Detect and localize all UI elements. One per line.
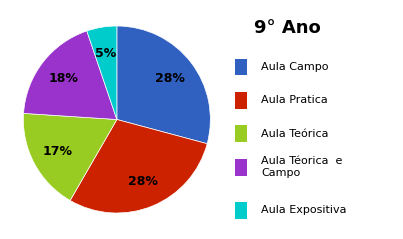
Text: 28%: 28%: [155, 72, 185, 85]
Text: Aula Expositiva: Aula Expositiva: [261, 205, 347, 215]
FancyBboxPatch shape: [235, 125, 247, 142]
FancyBboxPatch shape: [235, 159, 247, 176]
Text: Aula Teórica: Aula Teórica: [261, 129, 328, 139]
FancyBboxPatch shape: [235, 92, 247, 109]
Wedge shape: [23, 31, 117, 120]
Wedge shape: [23, 113, 117, 201]
Text: 18%: 18%: [48, 72, 79, 85]
Text: 28%: 28%: [128, 175, 158, 188]
Text: Aula Campo: Aula Campo: [261, 62, 328, 72]
Wedge shape: [70, 120, 207, 213]
Text: 5%: 5%: [95, 47, 116, 60]
Text: Aula Pratica: Aula Pratica: [261, 95, 328, 105]
Wedge shape: [117, 26, 210, 144]
Text: 17%: 17%: [42, 145, 73, 158]
FancyBboxPatch shape: [235, 59, 247, 75]
FancyBboxPatch shape: [235, 202, 247, 219]
Text: Aula Téorica  e
Campo: Aula Téorica e Campo: [261, 157, 343, 178]
Wedge shape: [87, 26, 117, 120]
Text: 9° Ano: 9° Ano: [254, 19, 321, 37]
